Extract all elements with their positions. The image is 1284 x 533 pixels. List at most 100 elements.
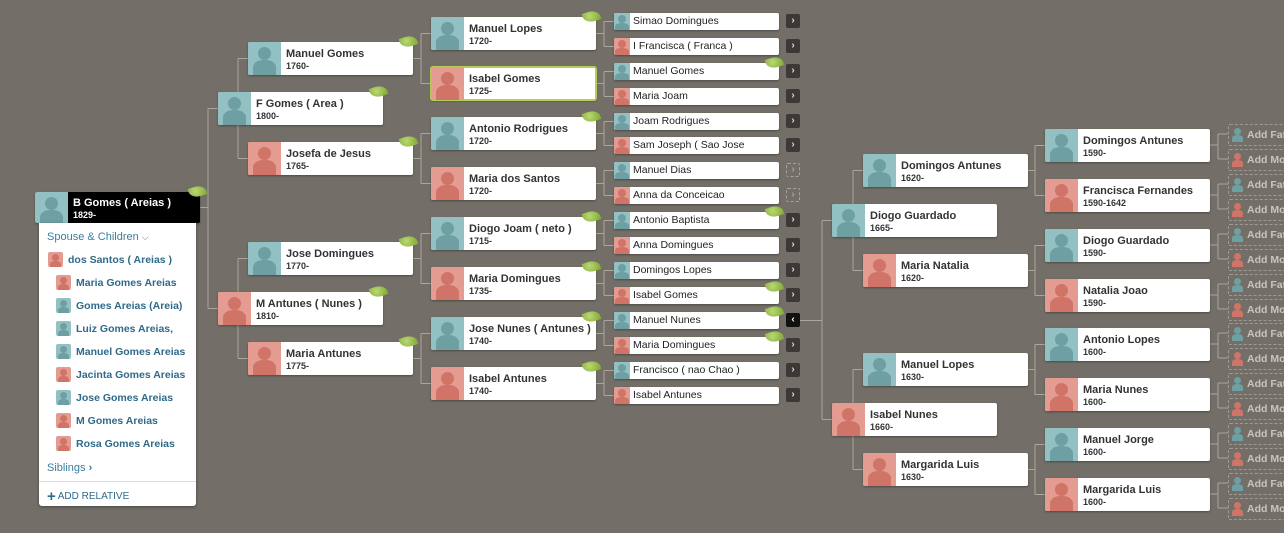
expand-chevron-right-icon[interactable]: › <box>786 238 800 252</box>
person-card[interactable]: Antonio Baptista <box>614 203 785 229</box>
person-card[interactable]: Jose Nunes ( Antunes ) 1740- <box>431 308 602 350</box>
expand-chevron-right-icon[interactable]: › <box>786 388 800 402</box>
person-card[interactable]: F Gomes ( Area ) 1800- <box>218 83 389 125</box>
add-father-button[interactable]: Add Father <box>1228 323 1284 345</box>
person-card[interactable]: Sam Joseph ( Sao Jose <box>614 137 779 154</box>
expand-chevron-right-icon[interactable]: › <box>786 163 800 177</box>
child-link[interactable]: Jacinta Gomes Areias <box>56 367 185 382</box>
person-card[interactable]: Manuel Lopes 1720- <box>431 8 602 50</box>
person-card[interactable]: Maria dos Santos 1720- <box>431 167 596 200</box>
child-link[interactable]: Gomes Areias (Areia) <box>56 298 182 313</box>
child-link[interactable]: M Gomes Areias <box>56 413 158 428</box>
male-silhouette-icon <box>1232 427 1243 441</box>
person-card[interactable]: Maria Natalia 1620- <box>863 254 1028 287</box>
person-card[interactable]: Domingos Antunes 1590- <box>1045 129 1210 162</box>
person-card[interactable]: Margarida Luis 1600- <box>1045 478 1210 511</box>
person-card[interactable]: Margarida Luis 1630- <box>863 453 1028 486</box>
person-card[interactable]: Josefa de Jesus 1765- <box>248 133 419 175</box>
person-card[interactable]: Isabel Gomes 1725- <box>430 66 597 101</box>
expand-chevron-right-icon[interactable]: › <box>786 39 800 53</box>
person-card[interactable]: Joam Rodrigues <box>614 113 779 130</box>
child-link[interactable]: Maria Gomes Areias <box>56 275 177 290</box>
add-father-button[interactable]: Add Father <box>1228 224 1284 246</box>
add-mother-button[interactable]: Add Mother <box>1228 398 1284 420</box>
person-card[interactable]: Anna da Conceicao <box>614 187 779 204</box>
person-card[interactable]: Domingos Lopes <box>614 262 779 279</box>
child-link[interactable]: Rosa Gomes Areias <box>56 436 175 451</box>
person-card[interactable]: Antonio Rodrigues 1720- <box>431 108 602 150</box>
person-card[interactable]: Antonio Lopes 1600- <box>1045 328 1210 361</box>
siblings-link[interactable]: Siblings › <box>47 462 92 474</box>
expand-chevron-right-icon[interactable]: › <box>786 114 800 128</box>
person-card[interactable]: I Francisca ( Franca ) <box>614 38 779 55</box>
person-card[interactable]: Maria Domingues 1735- <box>431 258 602 300</box>
person-card[interactable]: Anna Domingues <box>614 237 779 254</box>
add-mother-button[interactable]: Add Mother <box>1228 149 1284 171</box>
expand-chevron-right-icon[interactable]: › <box>786 138 800 152</box>
expand-chevron-right-icon[interactable]: › <box>786 64 800 78</box>
person-card[interactable]: Isabel Antunes <box>614 387 779 404</box>
expand-chevron-right-icon[interactable]: › <box>786 288 800 302</box>
add-mother-button[interactable]: Add Mother <box>1228 448 1284 470</box>
female-avatar-icon <box>218 292 251 325</box>
person-card[interactable]: Manuel Dias <box>614 162 779 179</box>
person-card[interactable]: Maria Joam <box>614 88 779 105</box>
male-silhouette-icon <box>1232 377 1243 391</box>
add-father-button[interactable]: Add Father <box>1228 423 1284 445</box>
person-card[interactable]: Manuel Gomes <box>614 54 785 80</box>
male-avatar-icon <box>614 162 630 179</box>
male-avatar-icon <box>614 262 630 279</box>
person-card[interactable]: Maria Antunes 1775- <box>248 333 419 375</box>
person-name: Domingos Lopes <box>633 264 712 276</box>
expand-chevron-right-icon[interactable]: › <box>786 14 800 28</box>
add-father-button[interactable]: Add Father <box>1228 174 1284 196</box>
person-card[interactable]: Diogo Guardado 1665- <box>832 204 997 237</box>
person-card[interactable]: Manuel Lopes 1630- <box>863 353 1028 386</box>
person-card[interactable]: Domingos Antunes 1620- <box>863 154 1028 187</box>
person-card[interactable]: Natalia Joao 1590- <box>1045 279 1210 312</box>
person-card[interactable]: Diogo Joam ( neto ) 1715- <box>431 208 602 250</box>
add-mother-button[interactable]: Add Mother <box>1228 299 1284 321</box>
root-person-card[interactable]: B Gomes ( Areias ) 1829- <box>35 183 208 223</box>
add-mother-button[interactable]: Add Mother <box>1228 348 1284 370</box>
collapse-chevron-left-icon[interactable]: ‹ <box>786 313 800 327</box>
person-card[interactable]: Diogo Guardado 1590- <box>1045 229 1210 262</box>
child-link[interactable]: Luiz Gomes Areias, <box>56 321 173 336</box>
person-card[interactable]: Manuel Gomes 1760- <box>248 33 419 75</box>
add-father-button[interactable]: Add Father <box>1228 124 1284 146</box>
expand-chevron-right-icon[interactable]: › <box>786 89 800 103</box>
add-relative-button[interactable]: + ADD RELATIVE <box>47 488 129 505</box>
add-father-button[interactable]: Add Father <box>1228 373 1284 395</box>
person-card[interactable]: Francisco ( nao Chao ) <box>614 362 779 379</box>
spouse-children-toggle[interactable]: Spouse & Children ⌵ <box>47 231 149 243</box>
person-card[interactable]: Maria Domingues <box>614 328 785 354</box>
add-father-button[interactable]: Add Father <box>1228 274 1284 296</box>
add-father-button[interactable]: Add Father <box>1228 473 1284 495</box>
add-mother-button[interactable]: Add Mother <box>1228 249 1284 271</box>
person-card[interactable]: Isabel Antunes 1740- <box>431 358 602 400</box>
person-card[interactable]: Isabel Nunes 1660- <box>832 403 997 436</box>
add-mother-button[interactable]: Add Mother <box>1228 498 1284 520</box>
person-card[interactable]: Simao Domingues <box>614 13 779 30</box>
person-card[interactable]: Jose Domingues 1770- <box>248 233 419 275</box>
person-card[interactable]: Francisca Fernandes 1590-1642 <box>1045 179 1210 212</box>
person-card[interactable]: Manuel Nunes <box>614 303 785 329</box>
expand-chevron-right-icon[interactable]: › <box>786 338 800 352</box>
spouse-children-label: Spouse & Children <box>47 231 139 243</box>
person-name: dos Santos ( Areias ) <box>68 254 173 266</box>
spouse-link[interactable]: dos Santos ( Areias ) <box>48 252 173 267</box>
person-card[interactable]: Manuel Jorge 1600- <box>1045 428 1210 461</box>
add-mother-button[interactable]: Add Mother <box>1228 199 1284 221</box>
expand-chevron-right-icon[interactable]: › <box>786 213 800 227</box>
expand-chevron-right-icon[interactable]: › <box>786 263 800 277</box>
person-dates: 1600- <box>1083 497 1107 507</box>
child-link[interactable]: Manuel Gomes Areias <box>56 344 185 359</box>
expand-chevron-right-icon[interactable]: › <box>786 188 800 202</box>
child-link[interactable]: Jose Gomes Areias <box>56 390 173 405</box>
person-card[interactable]: Isabel Gomes <box>614 278 785 304</box>
person-name: Antonio Lopes <box>1083 334 1160 346</box>
add-parent-label: Add Mother <box>1247 304 1284 316</box>
person-card[interactable]: M Antunes ( Nunes ) 1810- <box>218 283 389 325</box>
expand-chevron-right-icon[interactable]: › <box>786 363 800 377</box>
person-card[interactable]: Maria Nunes 1600- <box>1045 378 1210 411</box>
